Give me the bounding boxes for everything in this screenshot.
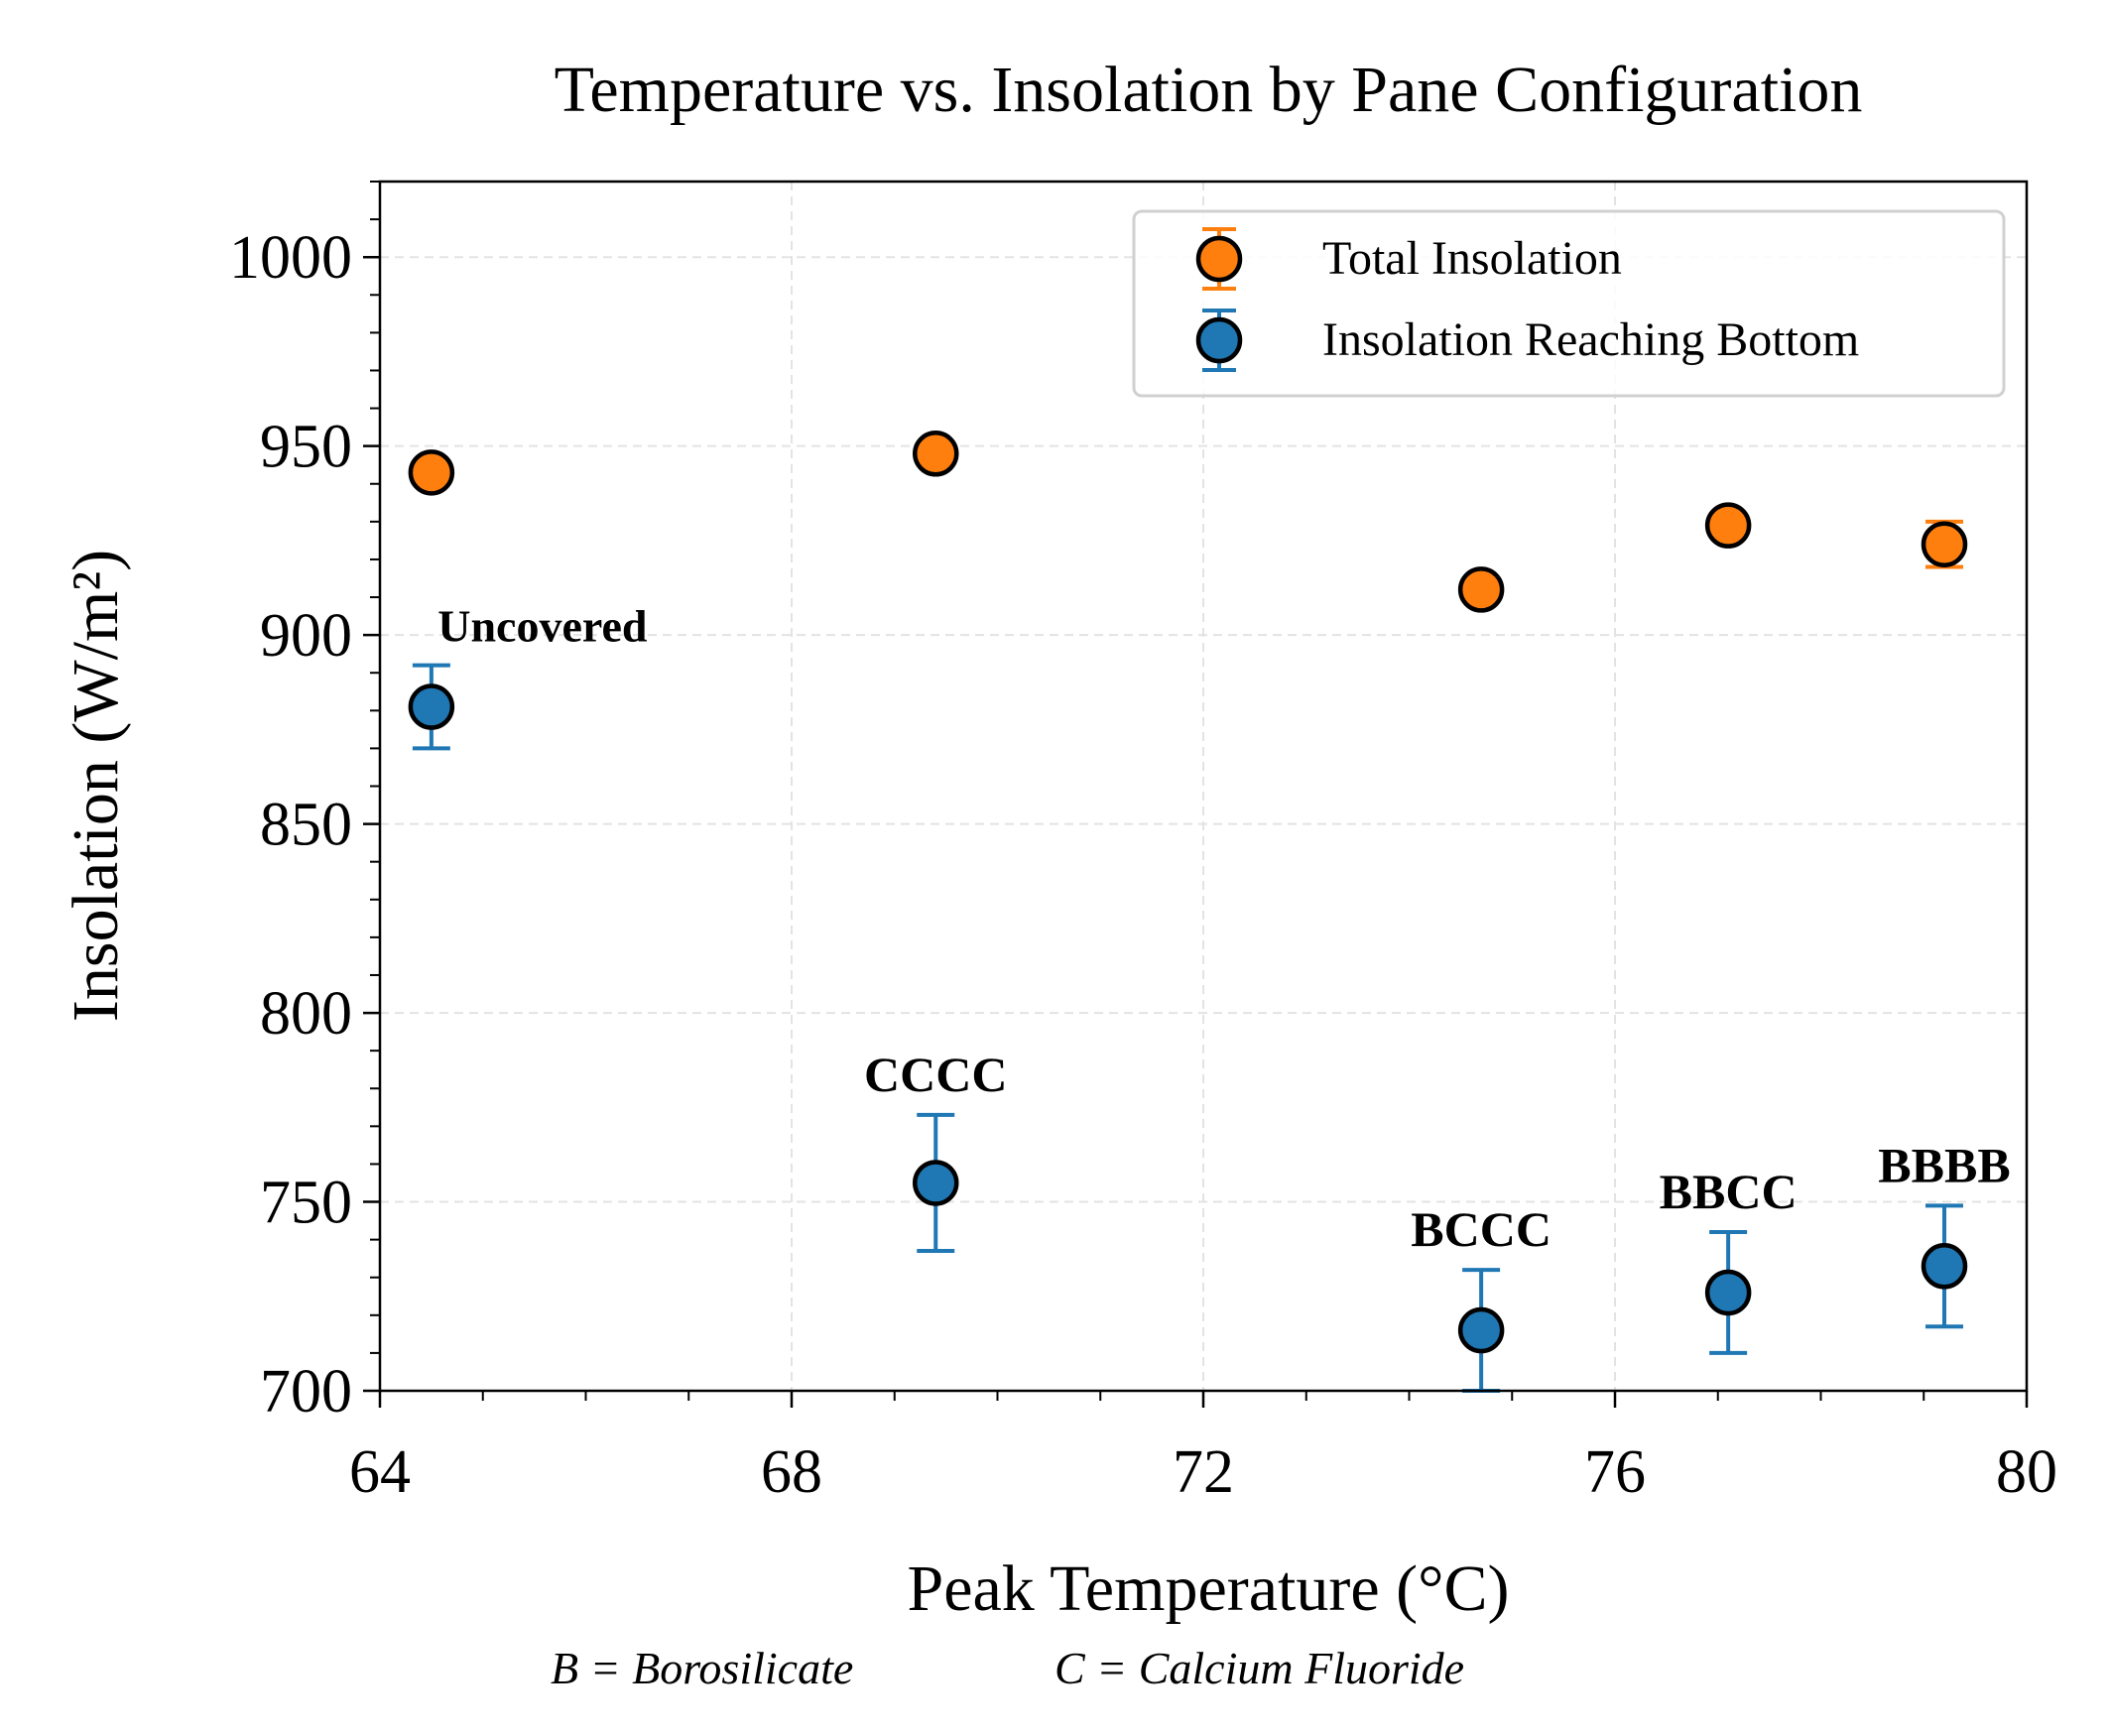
- legend: Total Insolation Insolation Reaching Bot…: [1132, 209, 2006, 398]
- y-axis-label: Insolation (W/m²): [60, 550, 132, 1022]
- axes: 64 68 72 76 80 700 750 800 850 900 950 1000: [229, 180, 2057, 1506]
- point-label: BBCC: [1660, 1164, 1798, 1219]
- y-tick-label: 700: [260, 1358, 352, 1426]
- point-label: CCCC: [864, 1047, 1007, 1102]
- legend-marker-total-insolation: [1195, 227, 1243, 291]
- data-point: [1457, 1306, 1505, 1354]
- legend-marker-dot: [1195, 316, 1243, 364]
- x-axis-label: Peak Temperature (°C): [908, 1552, 1510, 1625]
- data-point: [1704, 502, 1752, 549]
- point-labels: Uncovered CCCC BCCC BBCC BBBB: [437, 601, 2010, 1258]
- y-tick-label: 900: [260, 602, 352, 670]
- data-point: [408, 449, 455, 496]
- footnote-borosilicate: B = Borosilicate: [551, 1643, 853, 1693]
- data-point: [408, 683, 455, 730]
- point-label: Uncovered: [437, 601, 648, 652]
- footnote-calcium-fluoride: C = Calcium Fluoride: [1055, 1643, 1464, 1693]
- x-tick-label: 72: [1173, 1438, 1234, 1506]
- data-point: [913, 1160, 959, 1206]
- y-tick-label: 750: [260, 1170, 352, 1237]
- legend-label-insolation-reaching-bottom: Insolation Reaching Bottom: [1322, 313, 1859, 366]
- data-point: [1921, 1243, 1968, 1290]
- point-label: BCCC: [1411, 1201, 1551, 1257]
- y-tick-label: 800: [260, 980, 352, 1048]
- data-point: [913, 431, 959, 477]
- data-point: [1457, 566, 1505, 613]
- data-point: [1704, 1269, 1752, 1316]
- legend-marker-dot: [1195, 235, 1243, 283]
- point-label: BBBB: [1878, 1137, 2010, 1192]
- chart-title: Temperature vs. Insolation by Pane Confi…: [555, 54, 1863, 126]
- y-tick-label: 850: [260, 792, 352, 859]
- data-points: [408, 431, 1968, 1393]
- x-tick-label: 64: [349, 1438, 411, 1506]
- legend-frame: [1132, 209, 2006, 398]
- y-tick-label: 1000: [229, 224, 352, 292]
- data-point: [1921, 521, 1968, 567]
- x-tick-label: 76: [1584, 1438, 1646, 1506]
- x-tick-label: 80: [1996, 1438, 2057, 1506]
- y-tick-label: 950: [260, 414, 352, 481]
- legend-label-total-insolation: Total Insolation: [1322, 232, 1622, 285]
- legend-marker-insolation-reaching-bottom: [1195, 309, 1243, 372]
- x-tick-label: 68: [761, 1438, 822, 1506]
